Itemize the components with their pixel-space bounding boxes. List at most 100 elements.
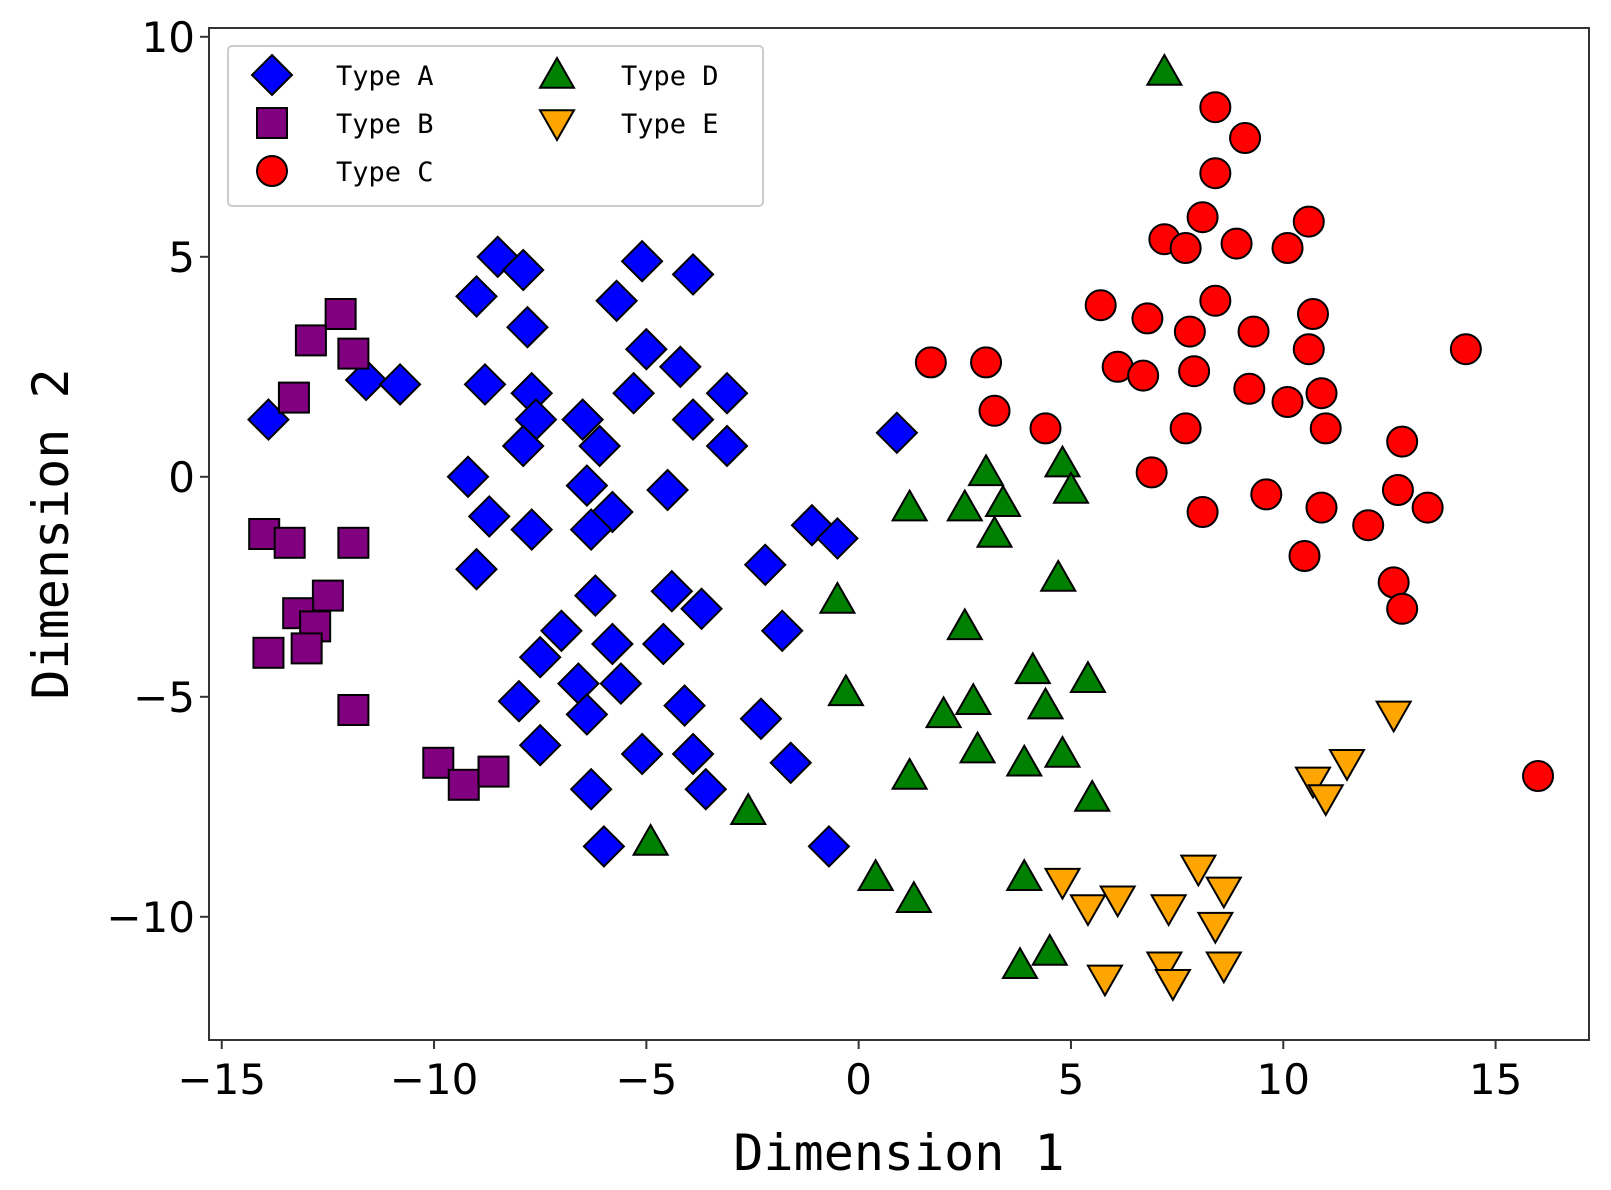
legend-label-type-a: Type A	[336, 61, 434, 92]
point-type-a	[561, 398, 605, 442]
point-type-a	[624, 327, 668, 371]
point-type-a	[510, 508, 554, 552]
point-type-e	[1374, 700, 1413, 734]
point-type-c	[1292, 333, 1325, 366]
point-type-c	[1250, 478, 1283, 511]
y-tick-label: −10	[106, 893, 195, 942]
point-type-c	[1522, 760, 1555, 792]
point-type-c	[1199, 284, 1232, 317]
legend-label-type-c: Type C	[336, 157, 434, 188]
point-type-a	[599, 662, 643, 706]
point-type-c	[1237, 315, 1270, 348]
point-type-a	[569, 767, 613, 811]
point-type-a	[540, 609, 583, 653]
point-type-c	[1084, 289, 1117, 322]
point-type-c	[1305, 377, 1338, 410]
point-type-c	[1186, 496, 1219, 528]
point-type-d	[1145, 52, 1184, 86]
point-type-c	[1178, 355, 1211, 388]
point-type-a	[582, 824, 626, 868]
x-tick-label: 0	[845, 1055, 872, 1104]
point-type-d	[1026, 686, 1065, 720]
point-type-a	[620, 239, 664, 283]
point-type-d	[924, 695, 963, 729]
point-type-d	[890, 488, 929, 522]
legend-marker-type-a	[250, 53, 294, 97]
point-type-d	[1043, 444, 1082, 478]
point-type-c	[1386, 592, 1419, 625]
y-tick-label: 5	[168, 233, 195, 282]
point-type-c	[914, 346, 947, 379]
point-type-c	[1169, 412, 1202, 445]
point-type-e	[1043, 867, 1082, 901]
point-type-a	[467, 494, 511, 538]
point-type-e	[1086, 964, 1124, 998]
y-tick-label: −5	[133, 673, 195, 722]
point-type-b	[337, 337, 370, 370]
point-type-a	[446, 455, 490, 499]
point-type-c	[1131, 302, 1164, 335]
point-type-e	[1154, 969, 1192, 1002]
legend-marker-type-b	[256, 107, 288, 139]
point-type-c	[1229, 122, 1262, 154]
point-type-b	[294, 324, 327, 357]
point-type-c	[1233, 372, 1266, 405]
point-type-d	[967, 453, 1005, 487]
point-type-a	[705, 424, 749, 468]
point-type-d	[1014, 651, 1052, 685]
point-type-a	[641, 622, 685, 666]
point-type-a	[578, 424, 622, 468]
point-type-e	[1179, 854, 1218, 888]
legend-items: Type A Type B Type C Type D Type E	[250, 53, 719, 188]
point-type-c	[1305, 491, 1338, 524]
point-type-a	[650, 569, 694, 613]
legend-label-type-e: Type E	[621, 109, 719, 140]
point-type-a	[590, 622, 634, 666]
point-type-b	[337, 694, 370, 726]
legend-label-type-b: Type B	[336, 109, 434, 140]
x-tick-label: 5	[1058, 1055, 1085, 1104]
point-type-c	[1169, 232, 1202, 264]
x-tick-label: 10	[1257, 1055, 1310, 1104]
point-type-a	[569, 508, 613, 552]
point-type-a	[816, 516, 859, 560]
point-type-a	[463, 362, 507, 406]
legend-marker-type-e	[538, 109, 576, 143]
point-type-e	[1098, 885, 1137, 919]
point-type-e	[1205, 876, 1243, 910]
point-type-d	[984, 484, 1022, 517]
x-tick-label: −5	[615, 1055, 677, 1104]
point-type-a	[705, 371, 749, 415]
point-type-c	[1271, 386, 1304, 418]
point-type-d	[890, 756, 929, 790]
point-type-a	[620, 732, 664, 776]
point-type-c	[1135, 456, 1168, 489]
point-type-a	[646, 468, 689, 512]
point-type-d	[958, 730, 997, 764]
point-type-d	[1005, 858, 1043, 891]
point-type-c	[1199, 91, 1232, 124]
point-type-a	[769, 741, 813, 785]
point-type-c	[1297, 298, 1329, 330]
point-type-d	[975, 514, 1014, 548]
point-type-c	[1292, 205, 1325, 238]
point-type-d	[1043, 734, 1082, 768]
point-type-a	[378, 362, 422, 406]
point-type-b	[273, 526, 306, 559]
x-tick-label: −10	[390, 1055, 479, 1104]
point-type-d	[946, 607, 984, 641]
point-type-d	[818, 580, 857, 614]
legend-marker-type-c	[256, 155, 288, 187]
point-type-b	[337, 526, 370, 559]
point-type-c	[1271, 232, 1304, 264]
y-axis-title: Dimension 2	[22, 368, 80, 699]
point-type-c	[1186, 201, 1219, 234]
point-type-d	[1031, 932, 1069, 966]
point-type-a	[506, 305, 549, 349]
point-type-c	[1411, 491, 1444, 524]
point-type-a	[875, 411, 919, 455]
point-type-a	[658, 345, 702, 389]
point-type-e	[1205, 951, 1243, 985]
point-type-b	[447, 768, 480, 801]
point-type-d	[1005, 743, 1043, 777]
